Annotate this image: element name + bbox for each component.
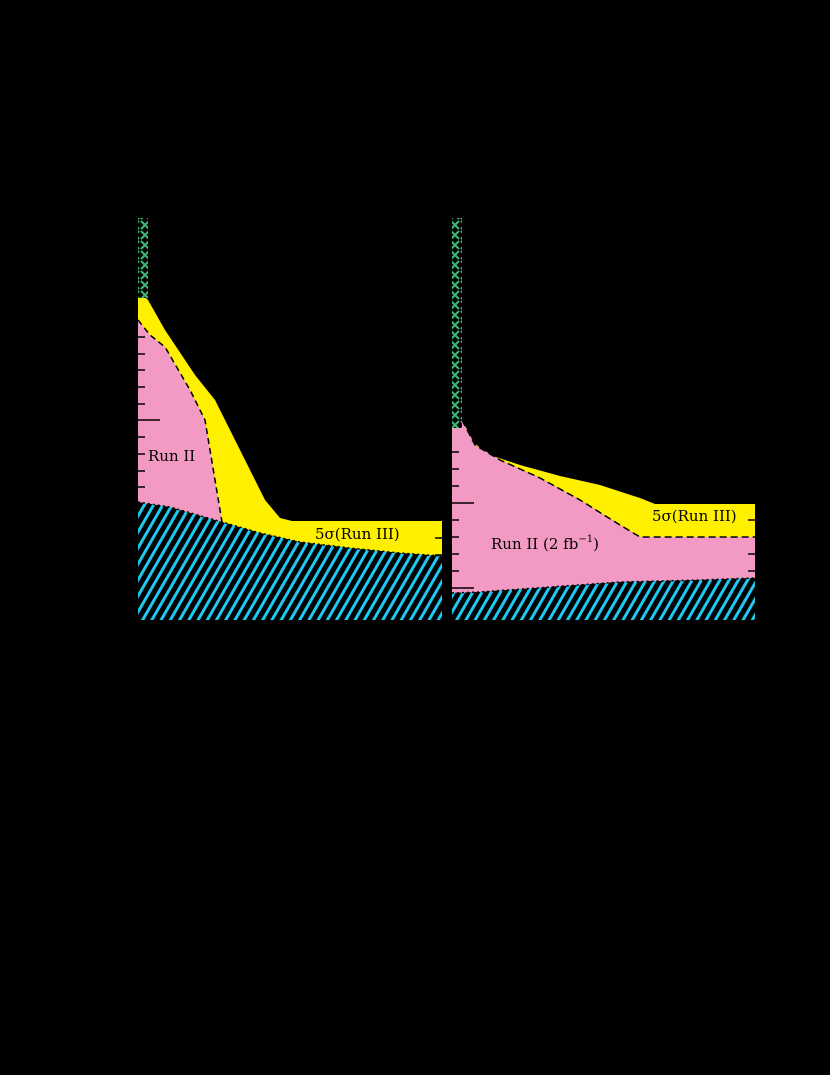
right-y-ticks: [452, 451, 755, 589]
right-run2-label-main: Run II (2 fb: [491, 535, 578, 553]
left-cross-strip: [138, 218, 148, 298]
left-run2-region: [138, 320, 222, 522]
right-run2-boundary: [461, 419, 755, 538]
left-y-ticks: [138, 336, 442, 556]
left-hatch-boundary: [137, 501, 443, 557]
right-run2-label-sup: −1: [578, 534, 593, 545]
right-run2-label-close: ): [593, 535, 599, 553]
right-cross-strip: [452, 218, 462, 428]
right-run2-label: Run II (2 fb−1): [491, 534, 599, 553]
right-run3-label: 5σ(Run III): [652, 507, 737, 525]
right-panel: Run II (2 fb−1) 5σ(Run III): [451, 218, 756, 620]
right-run2-region: [452, 420, 755, 593]
left-panel: Run II 5σ(Run III): [137, 218, 443, 620]
left-run2-boundary: [137, 319, 223, 523]
right-run3-region: [458, 360, 755, 537]
left-run2-label: Run II: [148, 447, 195, 465]
left-run3-label: 5σ(Run III): [315, 525, 400, 543]
left-excluded-hatch: [138, 502, 442, 620]
right-excluded-hatch: [452, 578, 755, 620]
